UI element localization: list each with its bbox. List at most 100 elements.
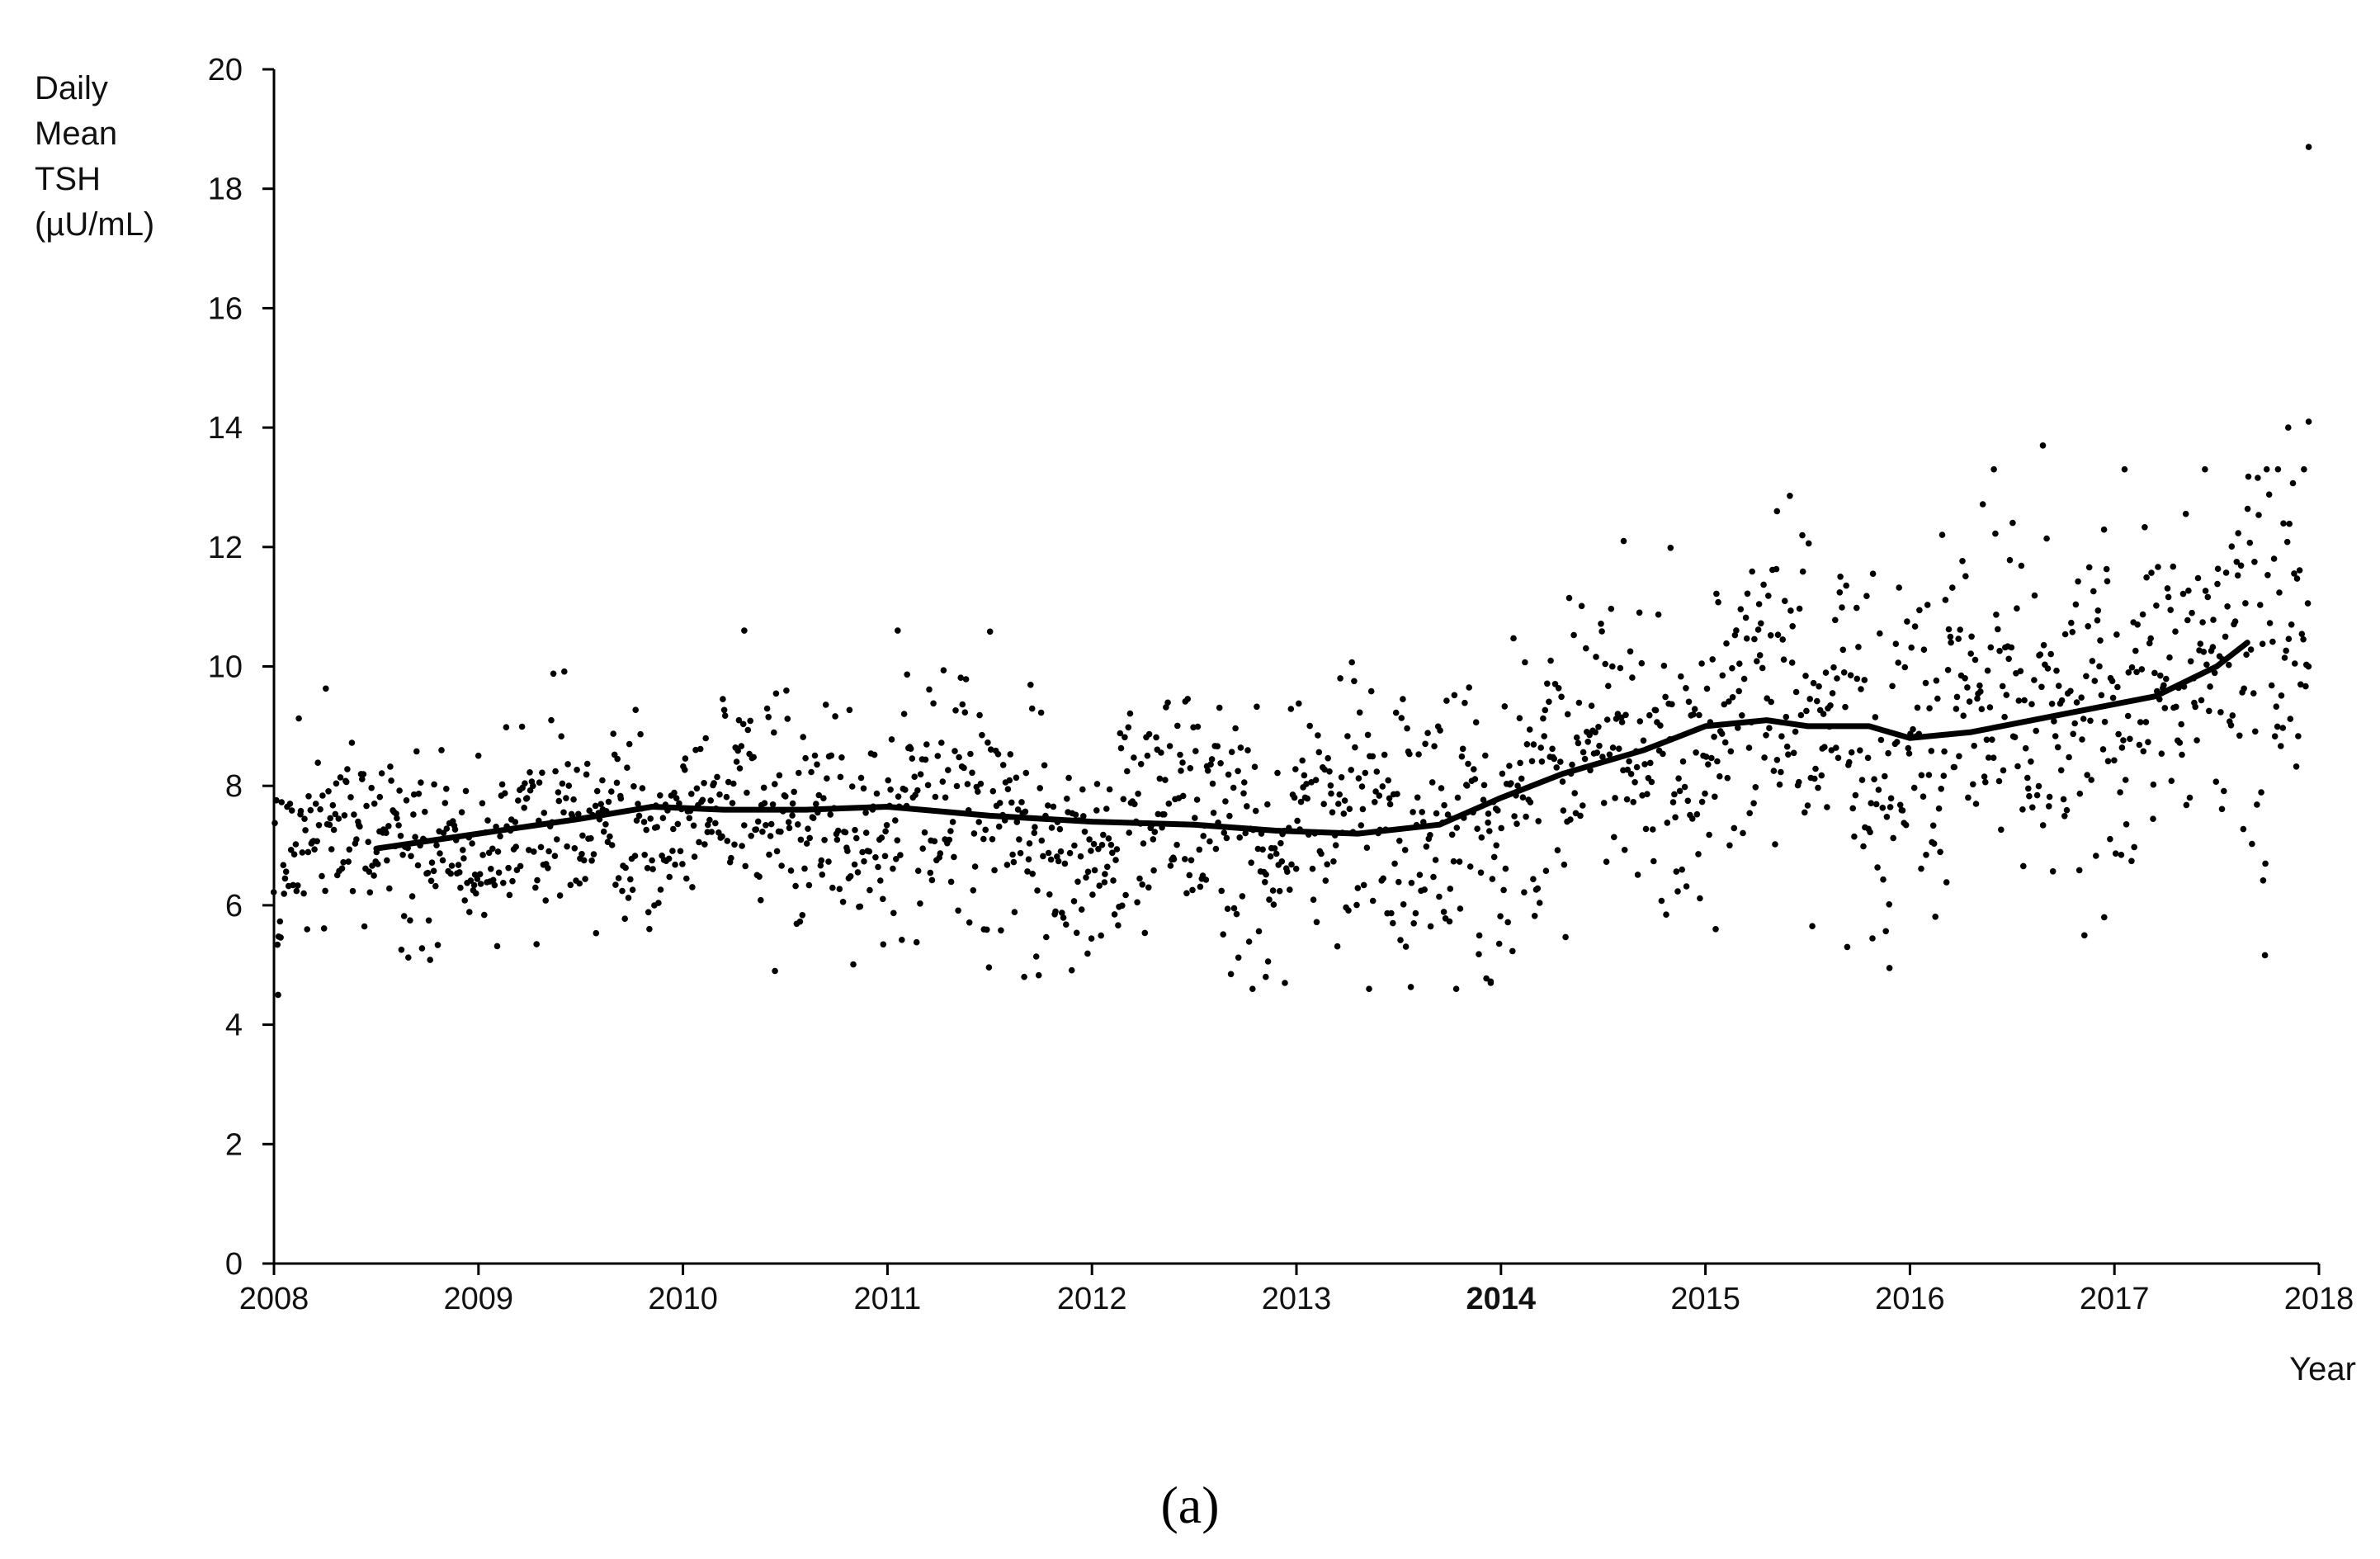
data-point [410, 791, 418, 798]
data-point [2231, 618, 2239, 625]
data-point [938, 739, 945, 746]
data-point [1681, 783, 1688, 791]
data-point [2283, 538, 2291, 546]
data-point [1315, 732, 1321, 739]
data-point [1408, 880, 1415, 886]
data-point [1340, 810, 1348, 817]
data-point [2031, 592, 2038, 599]
data-point [1538, 758, 1546, 765]
data-point [502, 790, 508, 796]
data-point [1348, 659, 1355, 666]
data-point [2070, 730, 2076, 738]
data-point [1783, 743, 1791, 750]
data-point [2019, 806, 2026, 813]
data-point [1348, 767, 1354, 773]
data-point [497, 833, 503, 840]
data-point [1359, 805, 1367, 813]
data-point [1892, 640, 1900, 647]
data-point [1853, 604, 1860, 612]
data-point [1161, 811, 1168, 818]
data-point [789, 800, 796, 807]
data-point [1131, 801, 1138, 808]
data-point [1847, 672, 1854, 678]
data-point [1222, 798, 1229, 805]
data-point [1188, 857, 1195, 864]
data-point [1028, 705, 1036, 712]
data-point [1796, 778, 1802, 786]
data-point [2053, 667, 2060, 674]
data-point [735, 716, 743, 724]
data-point [1673, 868, 1680, 875]
data-point [593, 929, 600, 937]
data-point [1509, 947, 1516, 955]
data-point [1683, 883, 1690, 890]
data-point [917, 771, 924, 777]
data-point [1369, 897, 1377, 905]
data-point [1766, 725, 1773, 731]
data-point [1372, 799, 1378, 805]
data-point [947, 828, 954, 834]
data-point [1598, 621, 1604, 627]
data-point [1414, 794, 1421, 801]
data-point [1233, 910, 1240, 918]
data-point [1478, 834, 1485, 841]
data-point [1943, 879, 1950, 886]
data-point [1380, 875, 1386, 882]
data-point [1386, 801, 1394, 808]
data-point [1764, 695, 1770, 702]
data-point [1616, 745, 1622, 752]
data-point [2244, 505, 2251, 513]
data-point [1254, 845, 1262, 853]
data-point [1705, 761, 1712, 768]
data-point [2235, 530, 2241, 536]
data-point [1726, 698, 1732, 705]
data-point [495, 869, 503, 876]
data-point [1184, 696, 1191, 702]
data-point [821, 837, 828, 843]
data-point [2184, 617, 2191, 624]
data-point [559, 780, 566, 787]
data-point [1733, 627, 1740, 634]
data-point-outlier [895, 627, 901, 634]
data-point [280, 862, 287, 868]
data-point [2055, 683, 2062, 689]
data-point [320, 925, 328, 932]
data-point [1226, 812, 1233, 820]
data-point [1735, 687, 1742, 695]
data-point [1318, 850, 1325, 857]
data-point [627, 876, 634, 883]
data-point [1935, 805, 1943, 812]
data-point [1987, 644, 1995, 651]
data-point [897, 852, 904, 858]
data-point [1355, 775, 1362, 782]
data-point [799, 912, 806, 919]
data-point [1561, 861, 1568, 868]
data-point [2293, 575, 2301, 582]
data-point [720, 706, 728, 714]
data-point [1164, 699, 1171, 706]
data-point [281, 875, 289, 882]
data-point [1459, 745, 1466, 753]
data-point [801, 865, 808, 872]
data-point [2278, 692, 2285, 699]
data-point [961, 764, 967, 772]
data-point [1609, 744, 1617, 751]
data-point [1834, 675, 1840, 682]
data-point [736, 765, 744, 772]
data-point [414, 862, 422, 869]
data-point [2280, 520, 2287, 527]
data-point [1209, 780, 1216, 787]
data-point [976, 711, 983, 719]
data-point [1395, 878, 1402, 886]
data-point [909, 755, 916, 762]
data-point [509, 877, 516, 885]
data-point [2015, 697, 2023, 704]
data-point [353, 836, 360, 843]
data-point [327, 815, 334, 822]
data-point [599, 777, 606, 784]
data-point [828, 752, 835, 759]
data-point [1877, 736, 1885, 744]
data-point [1167, 862, 1174, 869]
data-point [1423, 843, 1430, 850]
data-point [689, 884, 696, 891]
